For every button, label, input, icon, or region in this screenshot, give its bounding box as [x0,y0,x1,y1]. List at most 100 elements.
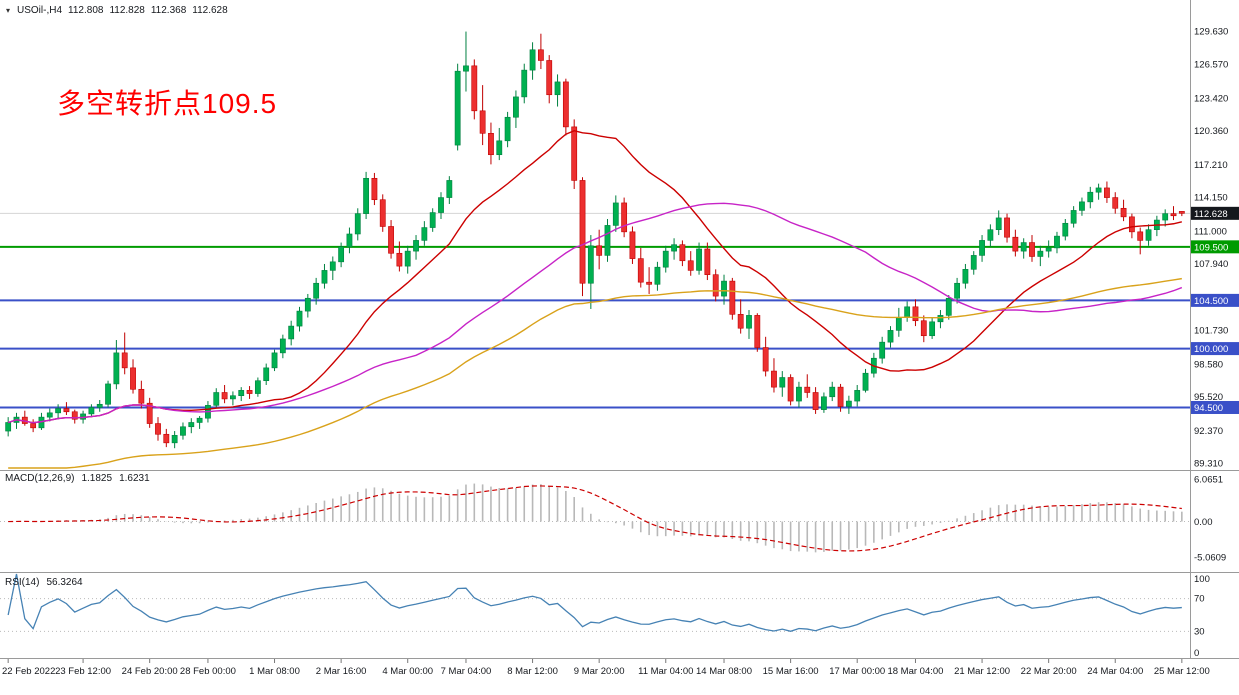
price-axis-label: 123.420 [1194,93,1228,104]
price-axis-label: 126.570 [1194,60,1228,71]
ma-medium-line [7,202,1183,424]
candle-body [854,390,861,402]
candle-body [1029,242,1035,257]
candle-body [804,386,811,393]
candle-body [105,383,111,405]
candle-body [762,347,769,372]
candle-body [629,231,636,259]
candle-body [1162,213,1169,221]
candle-body [845,400,852,407]
candle-body [504,116,511,142]
candle-body [396,252,403,267]
candle-body [904,306,911,318]
candle-body [970,255,977,270]
candle-body [338,246,345,263]
candle-body [263,367,270,382]
candle-body [945,297,952,316]
candle-body [812,392,819,410]
candle-body [188,422,195,428]
candle-body [1070,210,1077,224]
price-badge-94.500: 94.500 [1191,400,1239,414]
time-axis-label: 14 Mar 08:00 [696,666,752,677]
candle-body [121,352,128,369]
candle-body [637,258,644,283]
ma-slow-line [8,277,1182,469]
candle-body [388,226,394,254]
candle-body [1045,247,1052,252]
candle-body [5,422,12,432]
price-axis-label: 98.580 [1194,359,1223,370]
candle-body [46,412,53,418]
candle-body [271,352,278,369]
candle-body [712,274,719,297]
candle-body [513,96,519,118]
price-axis: 129.630 126.570 123.420 120.360 117.210 114.1… [1194,27,1228,470]
candle-body [55,408,62,414]
price-axis-label: 95.520 [1194,392,1223,403]
time-axis-label: 18 Mar 04:00 [887,666,943,677]
candle-body [1037,250,1044,257]
macd-main-value: 1.1825 [81,473,113,484]
candle-body [163,433,170,444]
candle-body [579,180,586,284]
annotation-text: 多空转折点109.5 [57,88,278,119]
macd-axis-label: 0.00 [1194,517,1213,528]
price-badge-100.000: 100.000 [1191,342,1239,356]
time-axis-label: 28 Feb 00:00 [180,666,236,677]
candle-body [895,317,902,331]
candle-body [354,213,361,235]
candle-body [696,248,702,271]
time-axis-label: 8 Mar 12:00 [507,666,558,677]
candle-body [829,386,836,398]
candle-body [130,367,136,390]
candle-body [171,435,178,444]
candle-body [88,407,95,415]
rsi-value: 56.3264 [46,577,83,588]
price-badge-104.500: 104.500 [1191,293,1239,307]
candle-body [954,282,960,299]
candle-body [729,280,736,315]
candle-body [429,212,436,228]
candle-body [737,314,744,329]
candle-body [646,281,653,285]
macd-signal-line [8,485,1182,552]
rsi-axis-label: 100 [1194,574,1210,585]
candle-body [1112,197,1119,209]
candle-body [213,392,220,406]
price-axis-label: 101.730 [1194,326,1228,337]
candle-body [521,69,528,98]
rsi-line [7,573,1182,632]
time-axis-label: 23 Feb 12:00 [55,666,111,677]
candle-body [254,380,261,394]
candle-body [96,403,103,408]
candle-body [246,390,253,394]
candles-layer [5,31,1185,449]
candle-body [304,297,311,312]
candle-body [371,177,378,201]
candle-body [180,426,186,436]
candle-body [1095,187,1102,193]
candle-body [537,49,544,61]
ohlc-close-value: 112.628 [192,5,228,16]
candle-body [1004,217,1010,238]
time-axis-label: 21 Mar 12:00 [954,666,1010,677]
time-axis-label: 4 Mar 00:00 [382,666,433,677]
time-axis-label: 22 Feb 2022 [2,666,55,677]
macd-axis-label: -5.0609 [1194,553,1226,564]
time-axis-label: 15 Mar 16:00 [763,666,819,677]
candle-body [671,244,677,252]
candle-body [288,325,295,340]
symbol-marker-icon: ▾ [6,6,11,15]
time-axis-label: 24 Mar 04:00 [1087,666,1143,677]
candle-body [987,229,994,241]
candle-body [995,217,1002,230]
chart-header: ▾ USOil-,H4 112.808 112.828 112.368 112.… [6,5,228,16]
candle-body [920,320,927,337]
rsi-axis-label: 30 [1194,626,1205,637]
macd-signal-value: 1.6231 [119,473,150,484]
candle-body [562,81,569,128]
price-badge-current: 112.628 [1191,206,1239,220]
candle-body [379,199,386,227]
candle-body [771,370,777,388]
